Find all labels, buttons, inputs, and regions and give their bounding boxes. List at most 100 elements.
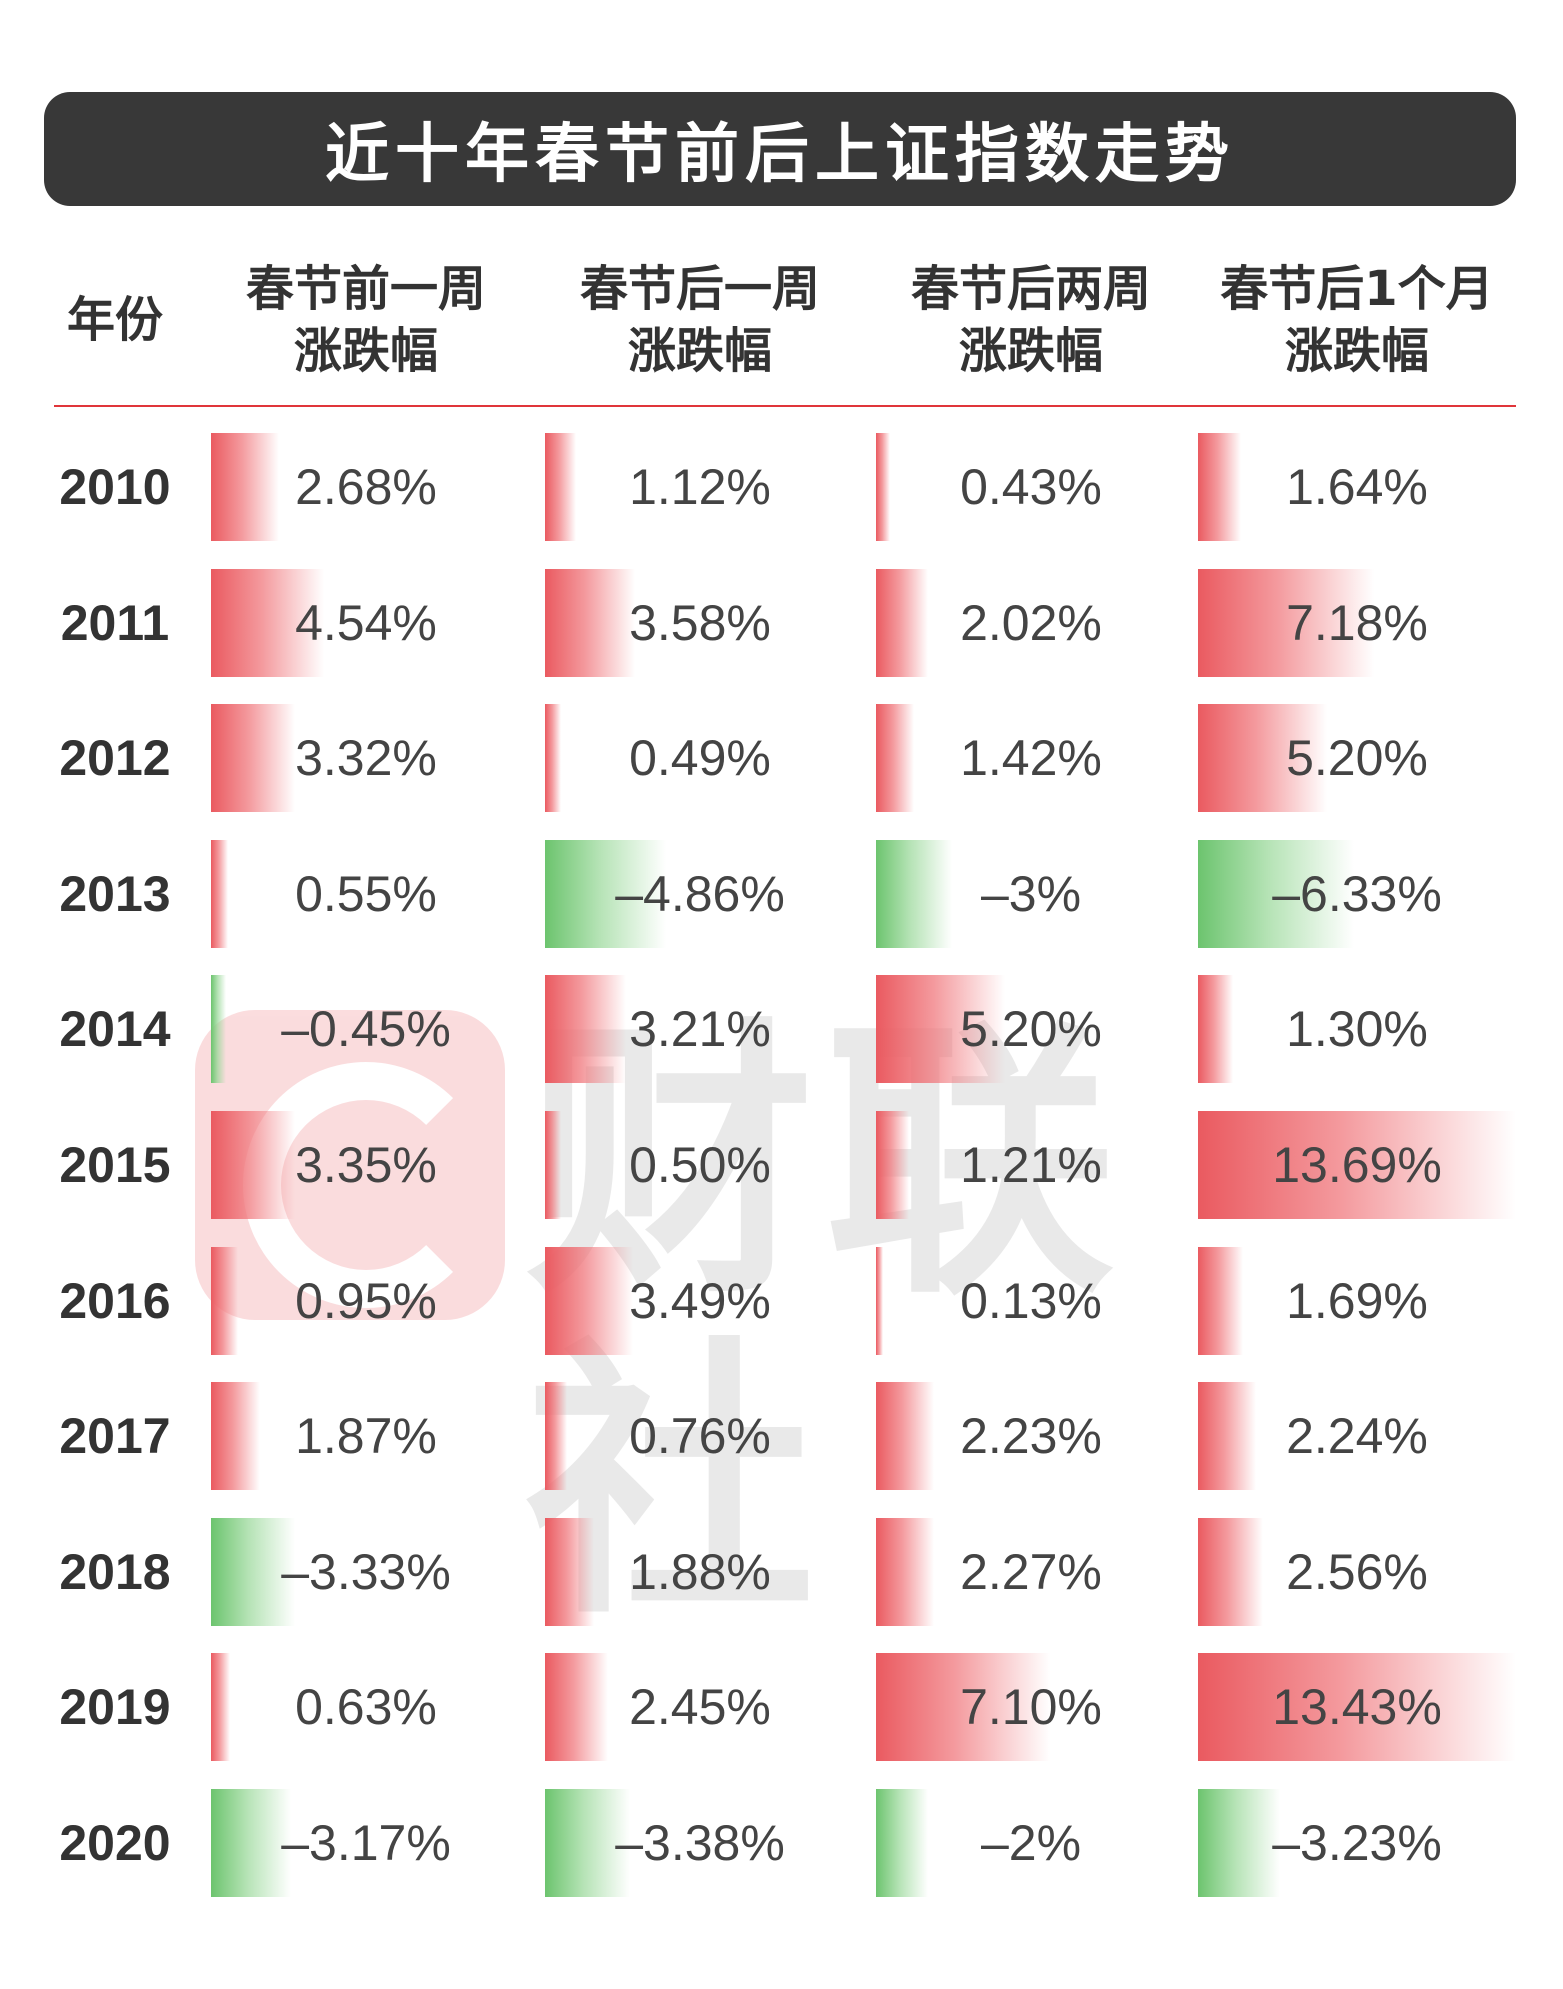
value-bar [876, 1111, 910, 1219]
cell-2020-pre_week: –3.17% [211, 1789, 521, 1897]
value-label: 13.69% [1272, 1137, 1442, 1193]
value-bar [211, 1653, 231, 1762]
value-label: 5.20% [960, 1001, 1102, 1058]
value-bar [545, 1382, 568, 1491]
value-label: 1.69% [1286, 1272, 1428, 1329]
row-year-2014: 2014 [59, 1001, 171, 1058]
value-bar [1198, 433, 1242, 541]
value-label: 2.45% [629, 1679, 771, 1736]
cell-2019-post_month: 13.43% [1198, 1653, 1516, 1762]
value-bar [545, 1111, 561, 1219]
value-bar [211, 975, 226, 1084]
value-label: 1.64% [1286, 459, 1428, 515]
value-bar [876, 568, 929, 677]
row-year-2012: 2012 [59, 730, 171, 787]
value-label: 2.02% [960, 594, 1102, 651]
cell-2019-post_week: 2.45% [545, 1653, 855, 1762]
cell-2017-post_month: 2.24% [1198, 1382, 1516, 1491]
value-bar [1198, 1653, 1516, 1762]
value-bar [1198, 704, 1327, 813]
value-bar [211, 1517, 295, 1626]
header-divider [54, 405, 1516, 407]
value-bar [1198, 839, 1354, 948]
cell-2015-post_week: 0.50% [545, 1111, 855, 1219]
value-label: 0.63% [295, 1679, 437, 1736]
value-label: 0.95% [295, 1272, 437, 1329]
value-label: 3.49% [629, 1272, 771, 1329]
column-header-pre_week: 春节前一周 涨跌幅 [211, 255, 521, 385]
value-bar [1198, 1789, 1280, 1897]
cell-2012-post_two_weeks: 1.42% [876, 704, 1186, 813]
cell-2017-post_two_weeks: 2.23% [876, 1382, 1186, 1491]
value-bar [211, 1382, 260, 1491]
cell-2014-post_month: 1.30% [1198, 975, 1516, 1084]
cell-2018-pre_week: –3.33% [211, 1517, 521, 1626]
value-bar [1198, 568, 1375, 677]
value-bar [1198, 1111, 1516, 1219]
value-label: 2.23% [960, 1408, 1102, 1465]
cell-2012-post_month: 5.20% [1198, 704, 1516, 813]
value-label: 0.13% [960, 1272, 1102, 1329]
value-label: –3.38% [615, 1815, 785, 1871]
cell-2011-pre_week: 4.54% [211, 568, 521, 677]
cell-2017-pre_week: 1.87% [211, 1382, 521, 1491]
column-header-post_week: 春节后一周 涨跌幅 [545, 255, 855, 385]
value-label: –3.17% [281, 1815, 451, 1871]
value-label: –3.23% [1272, 1815, 1442, 1871]
row-year-2017: 2017 [59, 1408, 171, 1465]
value-bar [211, 1789, 292, 1897]
title-bar: 近十年春节前后上证指数走势 [44, 92, 1516, 206]
value-label: 3.32% [295, 730, 437, 787]
value-label: 0.43% [960, 459, 1102, 515]
value-label: 3.35% [295, 1137, 437, 1193]
chart-title: 近十年春节前后上证指数走势 [325, 118, 1235, 192]
column-header-line1: 春节前一周 [245, 261, 486, 317]
value-bar [211, 568, 324, 677]
value-label: 0.50% [629, 1137, 771, 1193]
value-label: 4.54% [295, 594, 437, 651]
column-header-line2: 涨跌幅 [627, 323, 772, 379]
cell-2019-pre_week: 0.63% [211, 1653, 521, 1762]
cell-2018-post_week: 1.88% [545, 1517, 855, 1626]
cell-2012-pre_week: 3.32% [211, 704, 521, 813]
column-header-line2: 涨跌幅 [1284, 323, 1429, 379]
row-year-2013: 2013 [59, 865, 171, 922]
column-header-post_two_weeks: 春节后两周 涨跌幅 [876, 255, 1186, 385]
value-label: –4.86% [615, 865, 785, 922]
row-year-2011: 2011 [60, 594, 170, 651]
value-label: 0.49% [629, 730, 771, 787]
value-label: –2% [980, 1815, 1082, 1871]
value-bar [876, 1382, 934, 1491]
value-label: 1.87% [295, 1408, 437, 1465]
value-bar [876, 1517, 935, 1626]
cell-2010-pre_week: 2.68% [211, 433, 521, 541]
value-label: 0.76% [629, 1408, 771, 1465]
cell-2014-post_two_weeks: 5.20% [876, 975, 1186, 1084]
value-label: –0.45% [281, 1001, 451, 1058]
cell-2013-post_month: –6.33% [1198, 839, 1516, 948]
cell-2020-post_week: –3.38% [545, 1789, 855, 1897]
value-label: –3.33% [281, 1543, 451, 1600]
value-bar [1198, 975, 1234, 1084]
value-bar [545, 839, 666, 948]
cell-2013-pre_week: 0.55% [211, 839, 521, 948]
value-bar [545, 1246, 633, 1355]
value-bar [876, 975, 1005, 1084]
value-label: 1.42% [960, 730, 1102, 787]
row-year-2015: 2015 [59, 1137, 171, 1193]
column-header-line2: 涨跌幅 [958, 323, 1103, 379]
year-header-label: 年份 [66, 292, 163, 348]
value-bar [876, 704, 915, 813]
value-label: 7.10% [960, 1679, 1102, 1736]
cell-2016-post_two_weeks: 0.13% [876, 1246, 1186, 1355]
value-bar [211, 433, 280, 541]
cell-2016-pre_week: 0.95% [211, 1246, 521, 1355]
value-bar [545, 568, 635, 677]
value-bar [876, 1789, 928, 1897]
value-bar [545, 1653, 608, 1762]
cell-2015-pre_week: 3.35% [211, 1111, 521, 1219]
value-label: 2.27% [960, 1543, 1102, 1600]
cell-2017-post_week: 0.76% [545, 1382, 855, 1491]
value-label: 0.55% [295, 865, 437, 922]
value-label: 1.88% [629, 1543, 771, 1600]
